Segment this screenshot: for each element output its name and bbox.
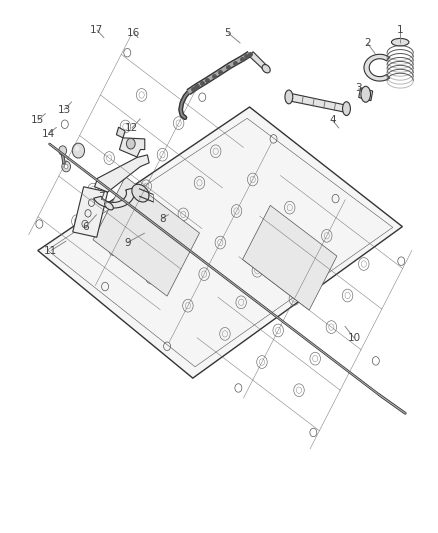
Text: 9: 9 — [124, 238, 131, 247]
Circle shape — [72, 143, 85, 158]
Polygon shape — [250, 52, 268, 71]
Polygon shape — [38, 107, 403, 378]
Text: 3: 3 — [355, 83, 362, 93]
Text: 16: 16 — [127, 28, 141, 38]
Text: 11: 11 — [44, 246, 57, 255]
Ellipse shape — [262, 64, 270, 73]
Text: 4: 4 — [329, 115, 336, 125]
Polygon shape — [288, 93, 347, 112]
Polygon shape — [117, 127, 125, 138]
Polygon shape — [364, 54, 390, 81]
Polygon shape — [95, 155, 149, 192]
Circle shape — [62, 161, 71, 172]
Text: 5: 5 — [224, 28, 231, 38]
Ellipse shape — [361, 86, 371, 102]
Text: 13: 13 — [57, 104, 71, 115]
Polygon shape — [359, 88, 373, 101]
Circle shape — [59, 146, 67, 156]
Text: 15: 15 — [31, 115, 44, 125]
Text: 1: 1 — [397, 25, 403, 35]
Text: 7: 7 — [98, 192, 104, 203]
Ellipse shape — [343, 102, 350, 116]
Ellipse shape — [132, 184, 149, 202]
Text: 10: 10 — [348, 333, 361, 343]
Polygon shape — [93, 176, 199, 296]
Ellipse shape — [285, 90, 293, 104]
Ellipse shape — [392, 38, 409, 46]
Polygon shape — [243, 205, 337, 310]
Text: 8: 8 — [159, 214, 166, 224]
Polygon shape — [73, 187, 108, 237]
Text: 12: 12 — [125, 123, 138, 133]
Text: 6: 6 — [82, 222, 89, 232]
Circle shape — [64, 165, 68, 168]
Polygon shape — [94, 188, 134, 208]
Circle shape — [75, 146, 79, 151]
Text: 14: 14 — [42, 128, 55, 139]
Ellipse shape — [105, 202, 113, 210]
Polygon shape — [120, 138, 145, 157]
Text: 17: 17 — [90, 25, 103, 35]
Text: 2: 2 — [364, 38, 371, 48]
Circle shape — [127, 139, 135, 149]
